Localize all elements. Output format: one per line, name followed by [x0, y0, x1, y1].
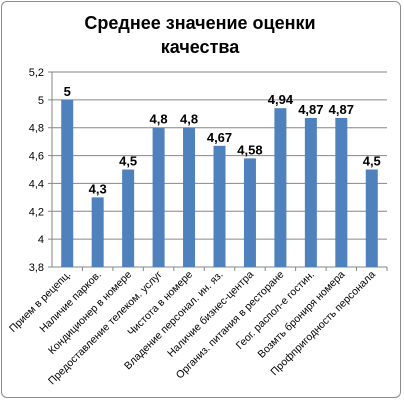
x-axis-tick-labels: Прием в рецепц.Наличие парков.Кондиционе… [7, 269, 378, 388]
bar [335, 117, 348, 267]
bar [152, 127, 165, 267]
y-axis-tick-labels: 3,8 4 4,2 4,4 4,6 4,8 5 5,2 [29, 67, 44, 274]
bar [274, 108, 287, 267]
data-label: 4,5 [363, 154, 381, 169]
y-tick-label: 4,6 [29, 151, 44, 163]
bar [91, 197, 104, 267]
y-tick-label: 4,8 [29, 123, 44, 135]
bars [61, 99, 378, 267]
data-labels: 5 4,3 4,5 4,8 4,8 4,67 4,58 4,94 4,87 4,87 4,5 [64, 84, 381, 197]
y-tick-label: 4,4 [29, 178, 44, 190]
bar [304, 117, 317, 267]
y-tick-label: 3,8 [29, 262, 44, 274]
data-label: 4,5 [119, 154, 137, 169]
bar [122, 169, 135, 267]
bar [61, 99, 74, 267]
data-label: 4,67 [207, 130, 232, 145]
data-label: 4,8 [150, 112, 168, 127]
bar [213, 145, 226, 267]
y-tick-label: 5,2 [29, 67, 44, 79]
data-label: 4,87 [329, 102, 354, 117]
chart-title: Среднее значение оценки качества [84, 13, 315, 57]
y-tick-label: 5 [38, 95, 44, 107]
bar [243, 158, 256, 267]
y-tick-label: 4 [38, 234, 44, 246]
data-label: 4,58 [237, 142, 262, 157]
chart-title-line-1: Среднее значение оценки [84, 13, 315, 33]
data-label: 4,8 [180, 112, 198, 127]
data-label: 4,94 [268, 92, 294, 107]
data-label: 4,87 [298, 102, 323, 117]
bar [183, 127, 196, 267]
data-label: 4,3 [89, 181, 107, 196]
data-label: 5 [64, 84, 71, 99]
chart-title-line-2: качества [161, 37, 240, 57]
y-tick-label: 4,2 [29, 206, 44, 218]
bar [365, 169, 378, 267]
